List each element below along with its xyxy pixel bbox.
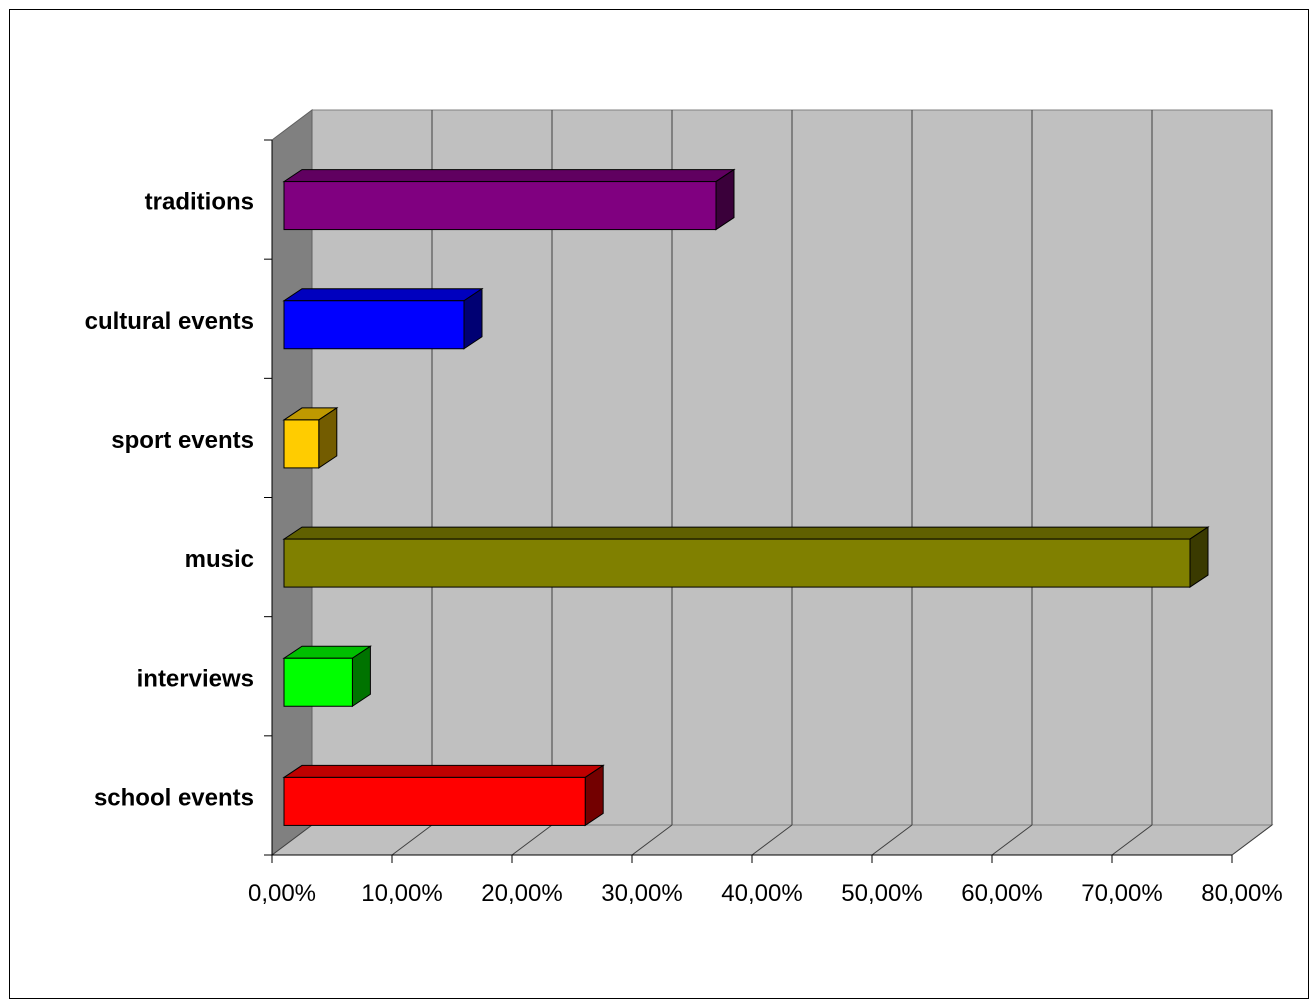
floor-gridline bbox=[1231, 824, 1273, 856]
axes bbox=[264, 139, 1233, 863]
bar-top bbox=[282, 288, 484, 302]
bar-interviews bbox=[282, 645, 373, 708]
bar-top bbox=[282, 169, 736, 183]
floor-gridline bbox=[1111, 824, 1153, 856]
bars bbox=[282, 168, 1210, 827]
x-tick-label: 0,00% bbox=[248, 880, 316, 907]
bar-sport-events bbox=[282, 406, 339, 469]
category-label: traditions bbox=[145, 189, 254, 216]
floor-gridline bbox=[511, 824, 553, 856]
floor-gridline bbox=[271, 824, 313, 856]
bar-top bbox=[282, 526, 1210, 540]
bar-music bbox=[282, 526, 1210, 589]
bar-front bbox=[283, 657, 353, 707]
bar-top bbox=[282, 764, 605, 778]
category-label: cultural events bbox=[85, 308, 254, 335]
floor-gridline bbox=[391, 824, 433, 856]
bar-front bbox=[283, 419, 320, 469]
x-tick-labels: 0,00% 10,00% 20,00% 30,00% 40,00% 50,00% 60,00… bbox=[248, 880, 1283, 907]
category-label: sport events bbox=[111, 427, 254, 454]
category-label: school events bbox=[94, 784, 254, 811]
bar-cultural-events bbox=[282, 287, 484, 350]
x-tick-label: 20,00% bbox=[481, 880, 562, 907]
x-tick-label: 70,00% bbox=[1081, 880, 1162, 907]
floor-gridline bbox=[871, 824, 913, 856]
category-label: interviews bbox=[137, 665, 254, 692]
x-tick-label: 10,00% bbox=[361, 880, 442, 907]
bar-front bbox=[283, 300, 465, 350]
floor-gridline bbox=[991, 824, 1033, 856]
x-tick-label: 30,00% bbox=[601, 880, 682, 907]
bar-school-events bbox=[282, 764, 605, 827]
category-labels: traditions cultural events sport events mus… bbox=[85, 189, 254, 812]
floor-gridline bbox=[751, 824, 793, 856]
x-tick-label: 80,00% bbox=[1201, 880, 1282, 907]
x-tick-label: 40,00% bbox=[721, 880, 802, 907]
x-tick-label: 50,00% bbox=[841, 880, 922, 907]
bar-front bbox=[283, 538, 1191, 588]
bar-front bbox=[283, 181, 717, 231]
bar-front bbox=[283, 776, 586, 826]
x-tick-label: 60,00% bbox=[961, 880, 1042, 907]
category-label: music bbox=[185, 546, 254, 573]
bar-traditions bbox=[282, 168, 736, 231]
floor-gridline bbox=[631, 824, 673, 856]
